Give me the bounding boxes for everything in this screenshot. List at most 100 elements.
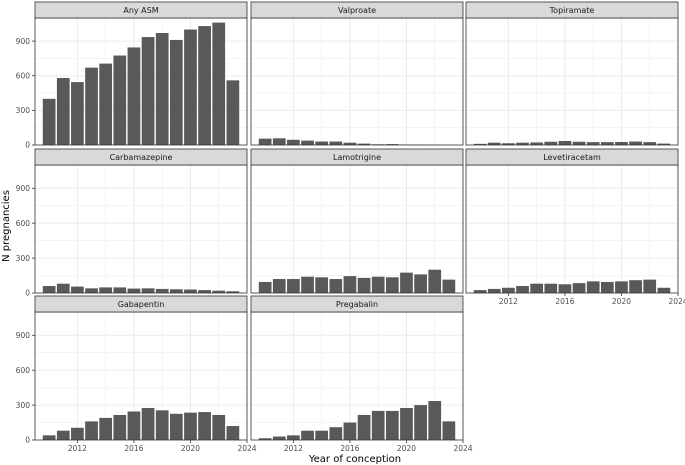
bar-any-asm-2010	[42, 98, 56, 145]
bar-carbamazepine-2020	[184, 289, 197, 293]
pregabalin-x-tick-label: 2020	[397, 444, 416, 453]
bar-any-asm-2022	[212, 22, 226, 146]
bar-lamotrigine-2016	[343, 276, 357, 293]
bar-lamotrigine-2022	[428, 269, 442, 293]
pregabalin-panel-bg	[251, 312, 463, 440]
bar-topiramate-2014	[530, 142, 544, 145]
levetiracetam-strip	[465, 148, 679, 166]
bar-topiramate-2019	[600, 142, 614, 145]
bar-carbamazepine-2016	[127, 288, 141, 293]
any-asm-y-tick-label: 900	[16, 37, 31, 46]
bar-lamotrigine-2012	[287, 279, 300, 293]
bar-topiramate-2011	[487, 142, 501, 145]
gabapentin-y-tick-label: 900	[16, 331, 31, 340]
bar-pregabalin-2018	[371, 410, 385, 440]
bar-levetiracetam-2015	[544, 283, 558, 293]
bar-levetiracetam-2018	[586, 281, 600, 293]
valproate-strip-label: Valproate	[338, 6, 376, 15]
any-asm-strip	[34, 1, 248, 19]
bar-pregabalin-2022	[428, 401, 442, 440]
topiramate-strip	[465, 1, 679, 19]
bar-topiramate-2021	[629, 141, 642, 145]
bar-any-asm-2013	[85, 67, 98, 145]
levetiracetam-x-tick-label: 2020	[612, 297, 631, 306]
pregabalin-x-tick-label: 2016	[340, 444, 359, 453]
bar-gabapentin-2014	[99, 417, 113, 440]
levetiracetam-x-tick-label: 2016	[555, 297, 574, 306]
pregabalin-strip-label: Pregabalin	[336, 300, 378, 309]
carbamazepine-y-tick-label: 0	[25, 289, 30, 298]
bar-gabapentin-2015	[113, 414, 127, 440]
bar-topiramate-2020	[615, 141, 628, 145]
bar-lamotrigine-2023	[442, 279, 456, 293]
bar-valproate-2019	[385, 144, 399, 145]
bar-carbamazepine-2011	[56, 283, 70, 293]
levetiracetam-panel-bg	[466, 165, 678, 293]
bar-pregabalin-2021	[414, 405, 427, 440]
bar-any-asm-2015	[113, 55, 127, 145]
pregabalin-strip	[250, 295, 464, 313]
bar-levetiracetam-2017	[572, 283, 586, 293]
bar-pregabalin-2016	[343, 422, 357, 440]
bar-levetiracetam-2012	[502, 287, 515, 293]
bar-topiramate-2018	[586, 142, 600, 145]
bar-levetiracetam-2014	[530, 283, 544, 293]
bar-topiramate-2015	[544, 141, 558, 145]
bar-carbamazepine-2017	[141, 288, 155, 293]
bar-lamotrigine-2010	[258, 281, 272, 293]
bar-levetiracetam-2011	[487, 288, 501, 293]
bar-carbamazepine-2012	[71, 286, 84, 293]
bar-levetiracetam-2013	[516, 286, 529, 293]
valproate-panel-bg	[251, 18, 463, 145]
bar-levetiracetam-2022	[643, 279, 657, 293]
bar-valproate-2015	[329, 141, 343, 145]
bar-topiramate-2017	[572, 141, 586, 145]
lamotrigine-panel-bg	[251, 165, 463, 293]
gabapentin-x-tick-label: 2020	[181, 444, 200, 453]
levetiracetam-strip-label: Levetiracetam	[543, 153, 601, 162]
bar-pregabalin-2015	[329, 427, 343, 440]
carbamazepine-y-tick-label: 600	[16, 219, 31, 228]
bar-gabapentin-2017	[141, 408, 155, 440]
any-asm-strip-label: Any ASM	[123, 6, 158, 15]
bar-lamotrigine-2017	[357, 277, 371, 293]
bar-gabapentin-2022	[212, 414, 226, 440]
bar-levetiracetam-2021	[629, 280, 642, 293]
bar-gabapentin-2013	[85, 421, 98, 440]
bar-valproate-2013	[301, 140, 314, 145]
bar-carbamazepine-2023	[226, 291, 240, 293]
bar-carbamazepine-2018	[155, 288, 169, 293]
bar-topiramate-2012	[502, 143, 515, 145]
bar-carbamazepine-2010	[42, 286, 56, 293]
bar-lamotrigine-2020	[400, 272, 413, 293]
bar-any-asm-2016	[127, 47, 141, 145]
bar-levetiracetam-2023	[657, 287, 671, 293]
bar-pregabalin-2010	[258, 438, 272, 440]
bar-gabapentin-2023	[226, 426, 240, 440]
topiramate-panel-bg	[466, 18, 678, 145]
bar-lamotrigine-2013	[301, 276, 314, 293]
bar-gabapentin-2020	[184, 412, 197, 440]
bar-pregabalin-2012	[287, 435, 300, 440]
any-asm-y-tick-label: 0	[25, 141, 30, 150]
levetiracetam-x-tick-label: 2024	[668, 297, 685, 306]
bar-any-asm-2020	[184, 29, 197, 145]
bar-lamotrigine-2021	[414, 274, 427, 293]
bar-gabapentin-2016	[127, 411, 141, 440]
bar-carbamazepine-2015	[113, 287, 127, 293]
bar-levetiracetam-2019	[600, 281, 614, 293]
bar-pregabalin-2017	[357, 414, 371, 440]
bar-gabapentin-2011	[56, 430, 70, 440]
gabapentin-y-tick-label: 600	[16, 366, 31, 375]
gabapentin-strip-label: Gabapentin	[118, 300, 165, 309]
bar-carbamazepine-2021	[198, 290, 211, 293]
bar-topiramate-2013	[516, 142, 529, 145]
bar-any-asm-2011	[56, 78, 70, 145]
bar-gabapentin-2019	[169, 413, 183, 440]
bar-any-asm-2014	[99, 63, 113, 145]
bar-pregabalin-2011	[272, 436, 286, 440]
bar-topiramate-2016	[558, 140, 572, 145]
bar-pregabalin-2023	[442, 421, 456, 440]
gabapentin-strip	[34, 295, 248, 313]
